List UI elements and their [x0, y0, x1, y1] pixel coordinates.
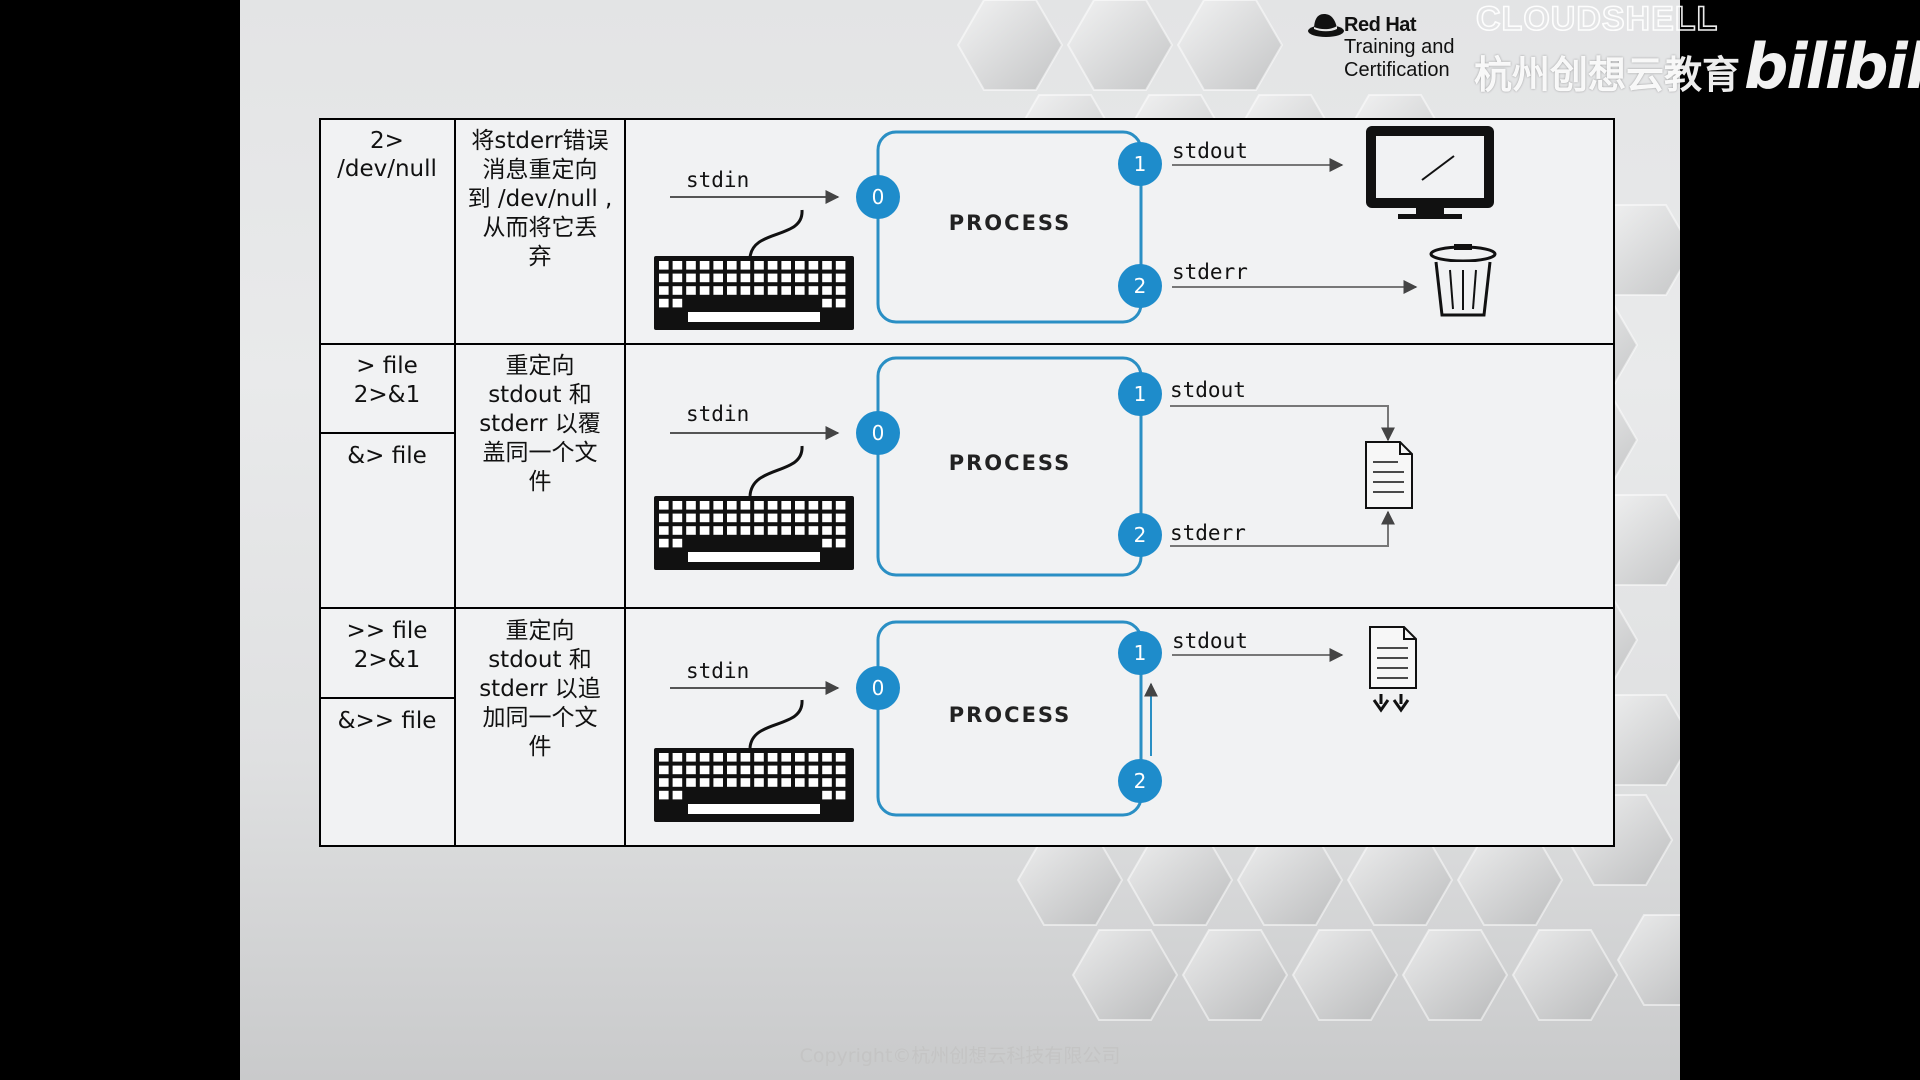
- fd1-badge: [1118, 372, 1162, 416]
- fd0-number: 0: [872, 421, 885, 445]
- watermark-company: 杭州创想云教育: [1474, 53, 1741, 97]
- stdout-label: stdout: [1172, 139, 1248, 163]
- fd2-badge: [1118, 759, 1162, 803]
- fd0-badge: [856, 411, 900, 455]
- hexagon-shape: [1181, 929, 1289, 1021]
- fd1-number: 1: [1134, 152, 1147, 176]
- syntax-line: 2>&1: [354, 382, 420, 408]
- monitor-icon: [1366, 126, 1494, 219]
- fd2-number: 2: [1134, 523, 1147, 547]
- logo-line-training: Training and: [1344, 36, 1455, 58]
- hexagon-shape: [1511, 929, 1619, 1021]
- description-line: stdout 和: [488, 382, 592, 408]
- table-row: > file 2>&1 &> file 重定向 stdout 和 stderr …: [347, 353, 1413, 577]
- fd0-number: 0: [872, 676, 885, 700]
- fd1-badge: [1118, 142, 1162, 186]
- keyboard-icon: [654, 748, 854, 822]
- stdout-label: stdout: [1172, 629, 1248, 653]
- fd0-number: 0: [872, 185, 885, 209]
- stderr-label: stderr: [1170, 521, 1246, 545]
- stdout-arrow: [1170, 405, 1395, 442]
- process-box: [876, 130, 1143, 324]
- redhat-logo: Red Hat Training and Certification: [1307, 8, 1457, 81]
- syntax-line: 2>&1: [354, 647, 420, 673]
- description-line: 盖同一个文: [483, 440, 598, 466]
- hexagon-shape: [1291, 929, 1399, 1021]
- fd1-badge: [1118, 631, 1162, 675]
- description-line: 重定向: [506, 618, 575, 644]
- description-line: stdout 和: [488, 647, 592, 673]
- stderr-label: stderr: [1172, 260, 1248, 284]
- logo-brand: Red Hat: [1344, 14, 1417, 36]
- fd2-badge: [1118, 264, 1162, 308]
- description-line: 从而将它丢: [483, 215, 598, 241]
- description-line: 件: [529, 469, 552, 495]
- file-append-icon: [1369, 626, 1417, 713]
- syntax-alt-line: &>> file: [338, 708, 437, 734]
- stdin-label: stdin: [686, 168, 749, 192]
- fd2-badge: [1118, 513, 1162, 557]
- fd1-number: 1: [1134, 641, 1147, 665]
- process-box: [876, 356, 1143, 577]
- syntax-alt-line: &> file: [347, 443, 427, 469]
- stdin-label: stdin: [686, 659, 749, 683]
- description-line: 弃: [529, 244, 552, 270]
- process-label: PROCESS: [949, 703, 1071, 727]
- hexagon-shape: [1176, 0, 1284, 91]
- description-line: stderr 以追: [479, 676, 601, 702]
- hexagon-shape: [1401, 929, 1509, 1021]
- copyright-footer: Copyright©杭州创想云科技有限公司: [799, 1045, 1121, 1067]
- keyboard-cable: [748, 209, 804, 259]
- description-line: 消息重定向: [483, 157, 598, 183]
- hexagon-shape: [1071, 929, 1179, 1021]
- description-line: 重定向: [506, 353, 575, 379]
- file-icon: [1365, 441, 1413, 509]
- watermark-bilibili: bilibili: [1744, 30, 1920, 103]
- syntax-line: >> file: [347, 618, 428, 644]
- hexagon-shape: [1066, 0, 1174, 91]
- stdin-label: stdin: [686, 402, 749, 426]
- logo-line-certification: Certification: [1344, 59, 1450, 81]
- description-line: 将stderr错误: [471, 128, 608, 154]
- watermark-cloudshell: CLOUDSHELL: [1475, 0, 1719, 39]
- fd0-badge: [856, 666, 900, 710]
- process-box: [876, 620, 1143, 817]
- table-row: 2> /dev/null 将stderr错误 消息重定向 到 /dev/null…: [337, 126, 1497, 330]
- trash-can-icon: [1429, 244, 1497, 317]
- fd1-number: 1: [1134, 382, 1147, 406]
- fd2-number: 2: [1134, 769, 1147, 793]
- hexagon-shape: [956, 0, 1064, 91]
- keyboard-icon: [654, 496, 854, 570]
- description-line: 加同一个文: [483, 705, 598, 731]
- description-line: 件: [529, 734, 552, 760]
- keyboard-cable: [748, 445, 804, 497]
- process-label: PROCESS: [949, 211, 1071, 235]
- description-line: stderr 以覆: [479, 411, 601, 437]
- redhat-hat-icon: [1308, 14, 1344, 37]
- table-row: >> file 2>&1 &>> file 重定向 stdout 和 stder…: [338, 618, 1417, 822]
- process-label: PROCESS: [949, 451, 1071, 475]
- stdout-label: stdout: [1170, 378, 1246, 402]
- stderr-arrow: [1170, 510, 1395, 547]
- fd0-badge: [856, 175, 900, 219]
- keyboard-cable: [748, 699, 804, 749]
- keyboard-icon: [654, 256, 854, 330]
- syntax-line: /dev/null: [337, 156, 437, 182]
- description-line: 到 /dev/null ,: [468, 186, 613, 212]
- fd2-number: 2: [1134, 274, 1147, 298]
- syntax-line: 2>: [370, 128, 404, 154]
- hexagon-shape: [1616, 914, 1680, 1006]
- syntax-line: > file: [356, 353, 418, 379]
